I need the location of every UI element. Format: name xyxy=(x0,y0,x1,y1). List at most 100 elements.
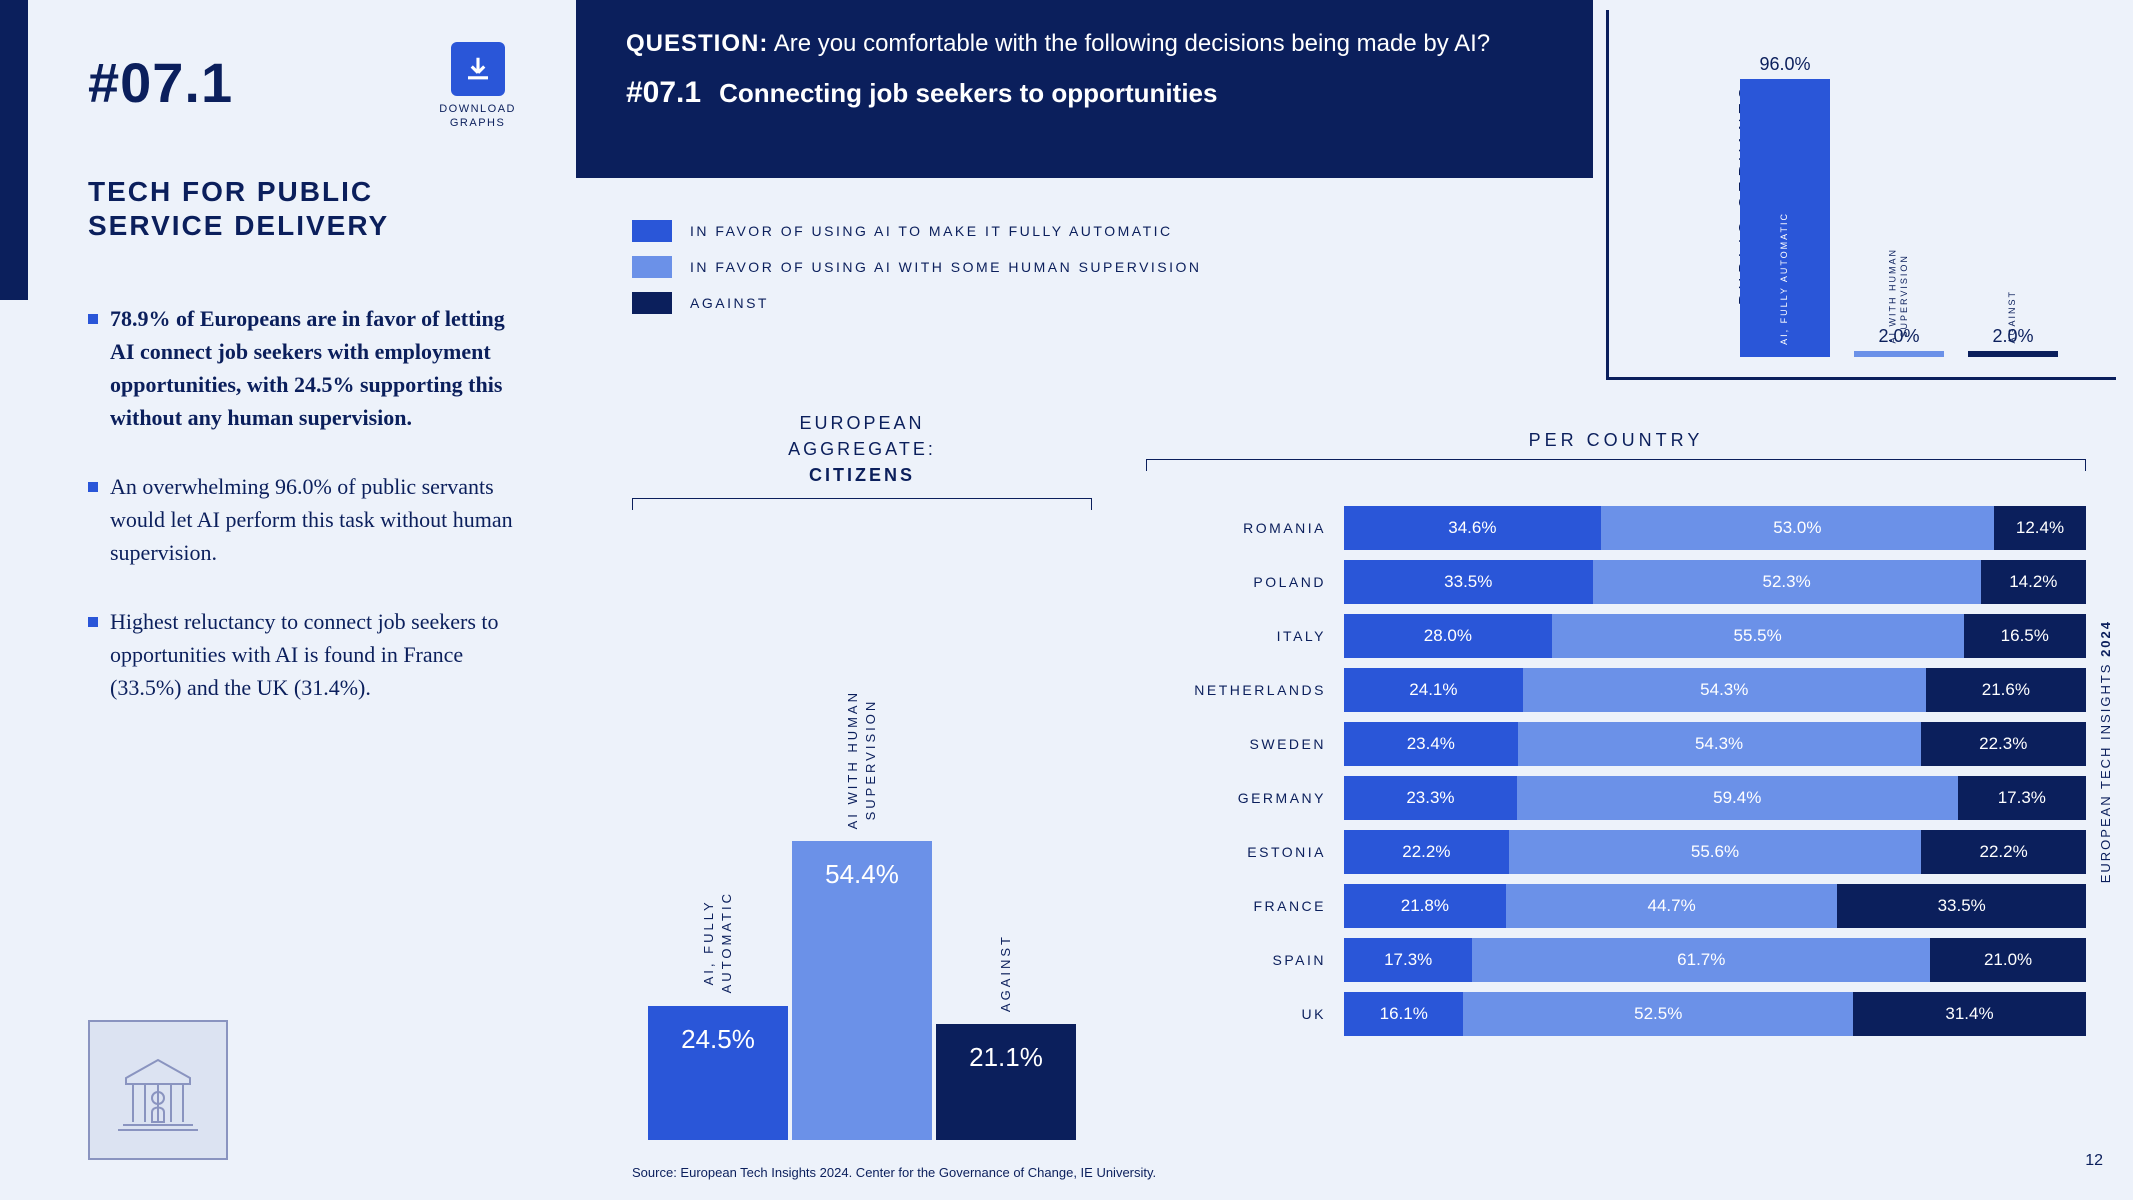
country-segment: 17.3% xyxy=(1958,776,2086,820)
country-segment: 54.3% xyxy=(1518,722,1921,766)
citizen-bar-rect: 21.1% xyxy=(936,1024,1076,1140)
citizens-chart: EUROPEAN AGGREGATE: CITIZENS AI, FULLY A… xyxy=(632,410,1092,1130)
country-bar: 23.3%59.4%17.3% xyxy=(1344,776,2086,820)
country-row: ESTONIA22.2%55.6%22.2% xyxy=(1146,825,2086,879)
country-segment: 34.6% xyxy=(1344,506,1601,550)
citizens-title-1: EUROPEAN xyxy=(799,413,924,433)
question-label: QUESTION: xyxy=(626,30,768,57)
country-segment: 16.1% xyxy=(1344,992,1463,1036)
country-segment: 53.0% xyxy=(1601,506,1994,550)
citizen-bar: AI, FULLY AUTOMATIC24.5% xyxy=(648,1006,788,1141)
legend-item: IN FAVOR OF USING AI WITH SOME HUMAN SUP… xyxy=(632,256,1202,278)
country-segment: 24.1% xyxy=(1344,668,1523,712)
bullet-marker xyxy=(88,482,98,492)
bullet-list: 78.9% of Europeans are in favor of letti… xyxy=(88,302,516,704)
citizens-title-2: AGGREGATE: xyxy=(788,439,936,459)
country-segment: 17.3% xyxy=(1344,938,1472,982)
legend-swatch xyxy=(632,256,672,278)
question-header: QUESTION: Are you comfortable with the f… xyxy=(576,0,1593,178)
bullet-text: Highest reluctancy to connect job seeker… xyxy=(110,605,516,704)
country-segment: 61.7% xyxy=(1472,938,1930,982)
download-label: DOWNLOAD GRAPHS xyxy=(439,102,516,131)
side-branding: EUROPEAN TECH INSIGHTS 2024 xyxy=(2098,620,2113,883)
per-country-chart: PER COUNTRY ROMANIA 34.6%53.0%12.4% POLAND… xyxy=(1146,430,2086,1041)
country-segment: 23.4% xyxy=(1344,722,1518,766)
legend-item: AGAINST xyxy=(632,292,1202,314)
country-segment: 14.2% xyxy=(1981,560,2086,604)
source-text: Source: European Tech Insights 2024. Cen… xyxy=(632,1165,1156,1180)
country-bar: 21.8%44.7%33.5% xyxy=(1344,884,2086,928)
country-segment: 22.3% xyxy=(1921,722,2086,766)
bracket-decoration xyxy=(632,498,1092,510)
country-name: NETHERLANDS xyxy=(1146,682,1326,698)
country-segment: 52.3% xyxy=(1593,560,1981,604)
download-box: DOWNLOAD GRAPHS xyxy=(439,42,516,131)
citizens-title-3: CITIZENS xyxy=(809,465,915,485)
download-icon[interactable] xyxy=(451,42,505,96)
country-bar: 24.1%54.3%21.6% xyxy=(1344,668,2086,712)
ps-bar-value: 96.0% xyxy=(1740,54,1830,75)
country-segment: 22.2% xyxy=(1344,830,1509,874)
country-segment: 54.3% xyxy=(1523,668,1926,712)
country-bar: 16.1%52.5%31.4% xyxy=(1344,992,2086,1036)
citizens-title: EUROPEAN AGGREGATE: CITIZENS xyxy=(632,410,1092,488)
accent-bar xyxy=(0,0,28,300)
country-name: SWEDEN xyxy=(1146,736,1326,752)
country-row: UK 16.1%52.5%31.4% xyxy=(1146,987,2086,1041)
citizen-bar-rect: 54.4% xyxy=(792,841,932,1140)
country-row: GERMANY 23.3%59.4%17.3% xyxy=(1146,771,2086,825)
main-content: QUESTION: Are you comfortable with the f… xyxy=(576,0,2133,1200)
country-segment: 12.4% xyxy=(1994,506,2086,550)
ps-bar: 96.0% AI, FULLY AUTOMATIC xyxy=(1740,54,1830,357)
country-row: ROMANIA 34.6%53.0%12.4% xyxy=(1146,501,2086,555)
left-panel: #07.1 DOWNLOAD GRAPHS TECH FOR PUBLIC SE… xyxy=(28,0,576,1200)
country-segment: 21.0% xyxy=(1930,938,2086,982)
ps-bar-rect xyxy=(1854,351,1944,357)
country-name: UK xyxy=(1146,1006,1326,1022)
public-servants-chart: PUBLIC SERVANTS 96.0%AI, FULLY AUTOMATIC… xyxy=(1606,10,2116,380)
country-name: GERMANY xyxy=(1146,790,1326,806)
bracket-decoration xyxy=(1146,459,2086,471)
question-text: Are you comfortable with the following d… xyxy=(774,30,1490,57)
country-segment: 44.7% xyxy=(1506,884,1838,928)
country-segment: 52.5% xyxy=(1463,992,1853,1036)
section-title: TECH FOR PUBLIC SERVICE DELIVERY xyxy=(88,175,516,242)
citizen-bar-label: AGAINST xyxy=(997,934,1015,1012)
ps-bar-label: AGAINST xyxy=(2007,290,2019,344)
citizen-bar-value: 54.4% xyxy=(825,859,899,890)
country-segment: 31.4% xyxy=(1853,992,2086,1036)
citizen-bar-label: AI, FULLY AUTOMATIC xyxy=(700,891,736,993)
legend: IN FAVOR OF USING AI TO MAKE IT FULLY AU… xyxy=(632,220,1202,328)
country-row: FRANCE 21.8%44.7%33.5% xyxy=(1146,879,2086,933)
ps-bar-rect xyxy=(1968,351,2058,357)
citizen-bar-rect: 24.5% xyxy=(648,1006,788,1141)
legend-label: IN FAVOR OF USING AI WITH SOME HUMAN SUP… xyxy=(690,259,1202,275)
country-name: ESTONIA xyxy=(1146,844,1326,860)
bullet-item: Highest reluctancy to connect job seeker… xyxy=(88,605,516,704)
country-segment: 16.5% xyxy=(1964,614,2086,658)
citizen-bar: AI WITH HUMAN SUPERVISION54.4% xyxy=(792,841,932,1140)
legend-label: AGAINST xyxy=(690,295,769,311)
country-bar: 33.5%52.3%14.2% xyxy=(1344,560,2086,604)
per-country-title: PER COUNTRY xyxy=(1146,430,2086,451)
citizen-bar-value: 21.1% xyxy=(969,1042,1043,1073)
bullet-text: An overwhelming 96.0% of public servants… xyxy=(110,470,516,569)
legend-swatch xyxy=(632,220,672,242)
country-name: ROMANIA xyxy=(1146,520,1326,536)
country-segment: 59.4% xyxy=(1517,776,1958,820)
ps-bar-label: AI, FULLY AUTOMATIC xyxy=(1779,212,1791,345)
side-text-year: 2024 xyxy=(2098,620,2113,657)
country-segment: 55.5% xyxy=(1552,614,1964,658)
ps-bar: 2.0%AGAINST xyxy=(1968,326,2058,357)
legend-swatch xyxy=(632,292,672,314)
country-name: FRANCE xyxy=(1146,898,1326,914)
country-row: ITALY28.0%55.5%16.5% xyxy=(1146,609,2086,663)
bullet-item: An overwhelming 96.0% of public servants… xyxy=(88,470,516,569)
country-segment: 33.5% xyxy=(1837,884,2086,928)
country-bar: 34.6%53.0%12.4% xyxy=(1344,506,2086,550)
country-name: POLAND xyxy=(1146,574,1326,590)
ps-bar: 2.0%AI WITH HUMAN SUPERVISION xyxy=(1854,326,1944,357)
country-name: SPAIN xyxy=(1146,952,1326,968)
citizen-bar-value: 24.5% xyxy=(681,1024,755,1055)
country-segment: 28.0% xyxy=(1344,614,1552,658)
